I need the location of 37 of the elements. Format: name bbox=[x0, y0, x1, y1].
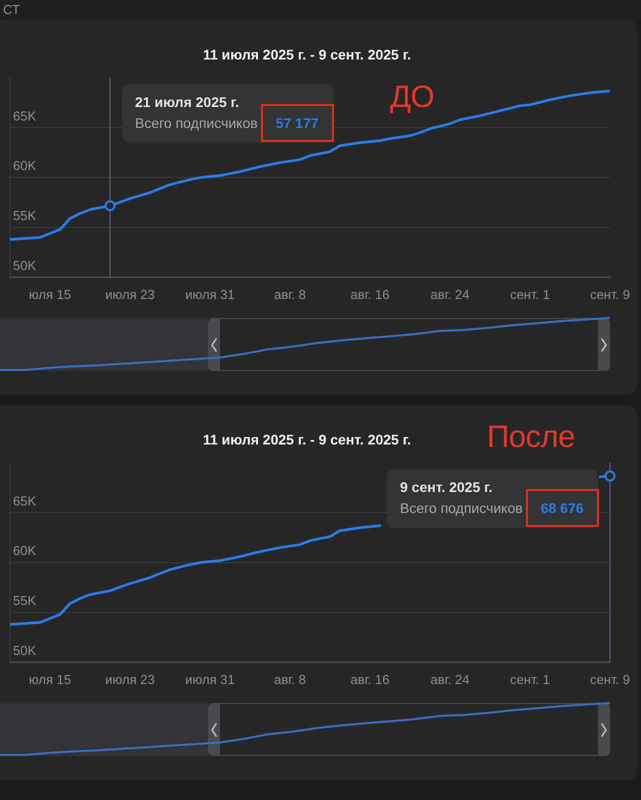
annotation: Всего подписчиков bbox=[400, 500, 523, 516]
y-tick-label: 50K bbox=[13, 258, 36, 273]
annotation: 68 676 bbox=[540, 500, 584, 516]
x-tick-label: июля 23 bbox=[105, 672, 155, 687]
x-tick-label: сент. 1 bbox=[510, 672, 550, 687]
tooltip: 21 июля 2025 г. Всего подписчиков 57 177 bbox=[122, 84, 333, 143]
x-tick-label: юля 15 bbox=[28, 286, 72, 302]
y-tick-label: 60K bbox=[13, 543, 36, 558]
x-tick-label: июля 31 bbox=[185, 286, 235, 302]
x-tick-label: сент. 9 bbox=[590, 286, 630, 302]
y-tick-label: 65K bbox=[13, 108, 36, 124]
chart-title: 11 июля 2025 г. - 9 сент. 2025 г. bbox=[202, 46, 412, 62]
chart-title: 11 июля 2025 г. - 9 сент. 2025 г. bbox=[202, 431, 412, 448]
y-tick-label: 65K bbox=[13, 493, 36, 508]
x-tick-label: июля 31 bbox=[185, 672, 235, 687]
annotation: ДО bbox=[390, 79, 434, 114]
annotation: 57 177 bbox=[276, 114, 319, 131]
annotation: Всего подписчиков bbox=[135, 114, 258, 131]
x-tick-label: авг. 8 bbox=[274, 286, 306, 302]
x-tick-label: авг. 24 bbox=[430, 672, 470, 687]
x-tick-label: авг. 8 bbox=[274, 672, 306, 687]
annotation: 21 июля 2025 г. bbox=[135, 94, 240, 111]
x-tick-label: авг. 24 bbox=[430, 286, 470, 302]
x-tick-label: юля 15 bbox=[28, 672, 72, 687]
text: СТ bbox=[3, 2, 20, 17]
tooltip: 9 сент. 2025 г. Всего подписчиков 68 676 bbox=[387, 468, 598, 528]
y-tick-label: 55K bbox=[13, 593, 36, 608]
text: После bbox=[487, 419, 575, 454]
x-tick-label: сент. 9 bbox=[590, 672, 630, 687]
y-tick-label: 55K bbox=[13, 208, 36, 224]
x-tick-label: сент. 1 bbox=[510, 286, 550, 302]
y-tick-label: 50K bbox=[13, 642, 36, 658]
y-tick-label: 60K bbox=[13, 158, 36, 174]
x-tick-label: июля 23 bbox=[105, 286, 155, 302]
x-tick-label: авг. 16 bbox=[350, 286, 390, 302]
annotation: 9 сент. 2025 г. bbox=[400, 478, 494, 496]
x-tick-label: авг. 16 bbox=[350, 672, 390, 687]
